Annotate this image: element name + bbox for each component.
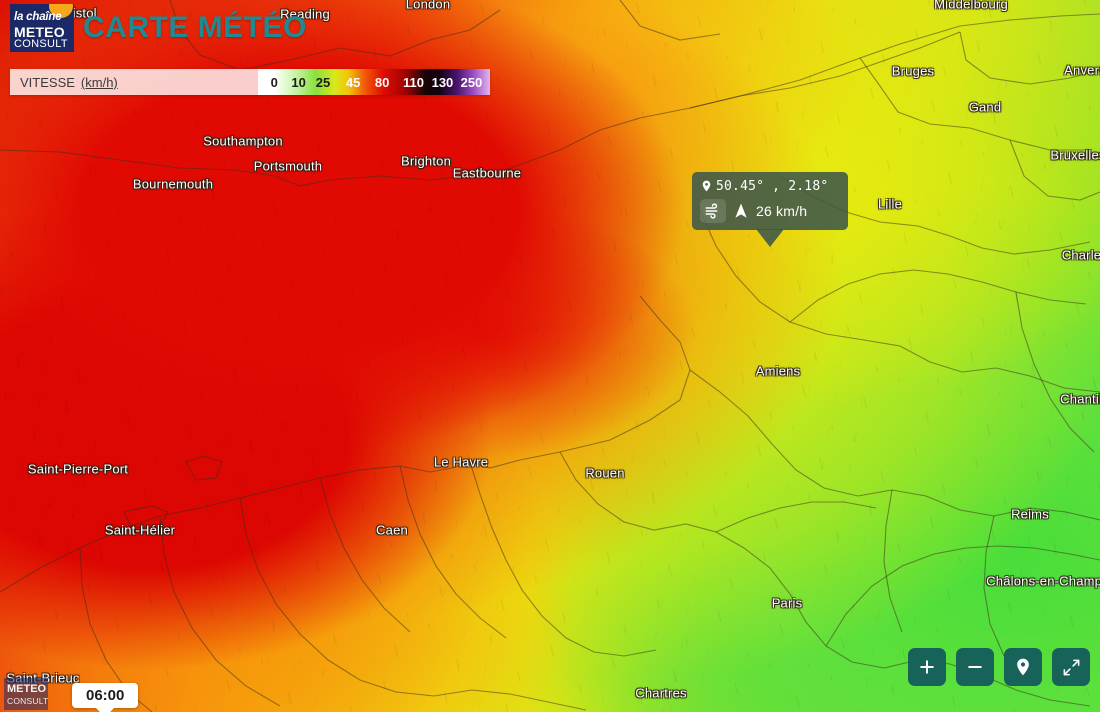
legend-title: VITESSE (20, 74, 75, 90)
minus-icon (968, 666, 982, 668)
expand-arrows-icon (1063, 659, 1079, 675)
watermark-line-1: METEO (7, 683, 47, 695)
legend-tick-value: 25 (315, 74, 331, 90)
location-pin-icon (1017, 658, 1029, 676)
zoom-out-button[interactable] (956, 648, 994, 686)
meteo-consult-watermark: METEO CONSULT (4, 678, 48, 710)
logo-line-1: la chaîne (14, 11, 62, 23)
timeline-current-time[interactable]: 06:00 (72, 683, 139, 708)
page-title: CARTE MÉTÉO (83, 11, 307, 44)
legend-tick-value: 0 (270, 74, 278, 90)
tooltip-coords-text: 50.45° , 2.18° (716, 178, 829, 194)
legend-tick-value: 45 (345, 74, 361, 90)
wind-icon-container (700, 199, 726, 223)
zoom-in-button[interactable] (908, 648, 946, 686)
wind-icon (705, 203, 718, 219)
legend-unit: (km/h) (80, 74, 118, 90)
legend-tick-value: 250 (460, 74, 483, 90)
map-point-tooltip: 50.45° , 2.18° 26 km/h (692, 172, 848, 230)
wind-speed-legend: VITESSE (km/h) 0 10 25 45 80 110 130 250 (10, 69, 490, 95)
legend-tick-value: 110 (402, 74, 424, 90)
lachainemeteo-logo: la chaîne METEO CONSULT (10, 4, 74, 52)
legend-label-group: VITESSE (km/h) (10, 69, 258, 95)
location-pin-icon (702, 180, 711, 192)
locate-button[interactable] (1004, 648, 1042, 686)
map-controls (908, 648, 1090, 686)
fullscreen-button[interactable] (1052, 648, 1090, 686)
tooltip-wind-row: 26 km/h (700, 199, 840, 223)
legend-color-scale: 0 10 25 45 80 110 130 250 (258, 69, 490, 95)
plus-icon (920, 660, 934, 674)
brand-header: la chaîne METEO CONSULT CARTE MÉTÉO (10, 4, 307, 52)
logo-line-3: CONSULT (14, 38, 68, 50)
tooltip-coordinates-row: 50.45° , 2.18° (700, 178, 840, 199)
tooltip-wind-speed: 26 km/h (756, 203, 808, 219)
legend-tick-value: 80 (374, 74, 390, 90)
watermark-line-2: CONSULT (7, 696, 49, 706)
legend-tick-value: 130 (431, 74, 454, 90)
north-arrow-icon (735, 203, 747, 218)
legend-tick-value: 10 (291, 74, 306, 90)
